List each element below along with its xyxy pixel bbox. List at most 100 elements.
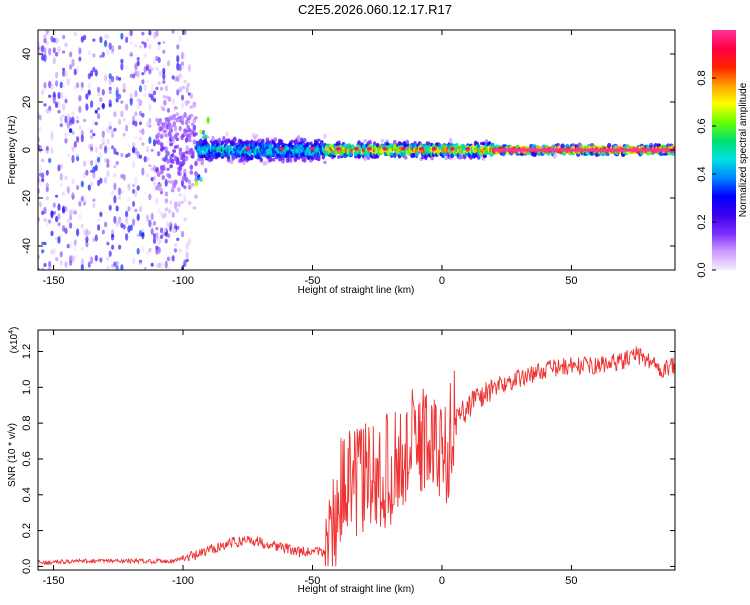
spectrogram-cell xyxy=(155,30,159,37)
spectrogram-cell xyxy=(50,249,54,255)
spectrogram-hotspot xyxy=(431,147,437,151)
spectrogram-cell xyxy=(104,40,108,48)
spectrogram-cell xyxy=(180,200,184,205)
spectrogram-cell xyxy=(71,155,75,163)
spectrogram-cell xyxy=(178,35,182,42)
spectrogram-cell xyxy=(302,137,307,143)
spectrogram-cell xyxy=(138,129,143,134)
spectrogram-cell xyxy=(189,93,194,99)
spectrogram-cell xyxy=(155,166,159,173)
spectrogram-cell xyxy=(92,198,96,202)
spectrogram-cell xyxy=(83,194,87,200)
spectrogram-cell xyxy=(430,155,434,161)
spectrogram-cell xyxy=(97,218,101,223)
spectrogram-hotspot xyxy=(382,147,388,151)
spectrogram-cell xyxy=(174,201,178,206)
spectrogram-cell xyxy=(125,65,129,71)
spectrogram-cell xyxy=(170,158,175,164)
spectrogram-cell xyxy=(113,165,117,169)
spectrogram-hotspot xyxy=(354,147,359,151)
spectrogram-cell xyxy=(129,50,133,56)
spectrogram-cell xyxy=(160,169,164,175)
spectrogram-cell xyxy=(41,267,45,270)
spectrogram-cell xyxy=(66,113,70,118)
spectrogram-cell xyxy=(106,158,110,164)
y-tick-label: 0.2 xyxy=(21,523,33,538)
spectrogram-cell xyxy=(52,202,56,208)
spectrogram-cell xyxy=(66,219,70,224)
spectrogram-cell xyxy=(191,150,195,155)
spectrogram-cell xyxy=(71,116,75,125)
spectrogram-cell xyxy=(78,56,82,62)
spectrogram-cell xyxy=(80,247,84,251)
spectrogram-cell xyxy=(57,164,61,172)
spectrogram-cell xyxy=(97,156,101,163)
spectrogram-cell xyxy=(191,122,195,126)
spectrogram-cell xyxy=(155,248,159,255)
spectrogram-cell xyxy=(115,220,119,224)
spectrogram-cell xyxy=(159,262,164,269)
spectrogram-cell xyxy=(108,204,112,211)
spectrogram-cell xyxy=(78,201,82,207)
spectrogram-cell xyxy=(145,214,150,222)
spectrogram-cell xyxy=(120,152,124,158)
spectrogram-cell xyxy=(129,30,133,36)
spectrogram-cell xyxy=(90,181,94,187)
spectrogram-cell xyxy=(268,156,273,163)
spectrogram-cell xyxy=(158,239,162,243)
spectrogram-cell xyxy=(106,34,110,40)
spectrogram-cell xyxy=(171,75,175,80)
spectrogram-cell xyxy=(71,209,75,215)
spectrogram-cell xyxy=(206,116,210,124)
spectrogram-cell xyxy=(134,135,138,140)
spectrogram-cell xyxy=(113,261,117,267)
spectrogram-cell xyxy=(162,80,166,84)
spectrogram-cell xyxy=(155,67,159,71)
spectrogram-cell xyxy=(41,158,45,163)
spectrogram-cell xyxy=(166,266,171,270)
spectrogram-cell xyxy=(176,237,180,241)
spectrogram-cell xyxy=(290,139,295,144)
spectrogram-cell xyxy=(99,257,103,263)
spectrogram-cell xyxy=(174,179,178,184)
spectrogram-cell xyxy=(120,100,124,104)
spectrogram-cell xyxy=(64,260,68,268)
spectrogram-cell xyxy=(363,139,368,143)
snr-series-line xyxy=(38,346,675,567)
spectrogram-cell xyxy=(115,97,119,103)
spectrogram-cell xyxy=(43,263,47,267)
spectrogram-cell xyxy=(169,220,173,225)
x-tick-label: -100 xyxy=(172,275,194,287)
spectrogram-cell xyxy=(150,223,154,229)
spectrogram-cell xyxy=(166,167,170,171)
spectrogram-cell xyxy=(155,232,159,240)
spectrogram-cell xyxy=(170,153,175,158)
colorbar-title: Normalized spectral amplitude xyxy=(738,82,749,217)
spectrogram-cell xyxy=(108,99,112,106)
spectrogram-cell xyxy=(171,255,175,262)
spectrogram-cell xyxy=(62,103,66,111)
spectrogram-cell xyxy=(136,98,140,103)
spectrogram-cell xyxy=(120,110,124,118)
spectrogram-cell xyxy=(148,248,152,253)
spectrogram-cell xyxy=(393,139,397,146)
spectrogram-cell xyxy=(167,96,172,102)
spectrogram-cell xyxy=(195,141,200,148)
spectrogram-cell xyxy=(204,134,208,139)
spectrogram-cell xyxy=(73,31,77,37)
spectrogram-cell xyxy=(323,133,327,139)
spectrogram-cell xyxy=(143,156,147,163)
spectrogram-cell xyxy=(178,165,183,172)
spectrogram-cell xyxy=(150,83,154,90)
spectrogram-cell xyxy=(115,260,119,266)
spectrogram-cell xyxy=(111,129,115,137)
spectrogram-cell xyxy=(118,218,122,227)
spectrogram-cell xyxy=(321,153,326,160)
spectrogram-cell xyxy=(176,225,180,230)
spectrogram-hotspot xyxy=(335,147,341,151)
spectrogram-cell xyxy=(138,85,143,93)
spectrogram-cell xyxy=(132,142,136,147)
spectrogram-cell xyxy=(50,210,54,218)
spectrogram-cell xyxy=(106,265,110,270)
spectrogram-cell xyxy=(92,202,96,209)
